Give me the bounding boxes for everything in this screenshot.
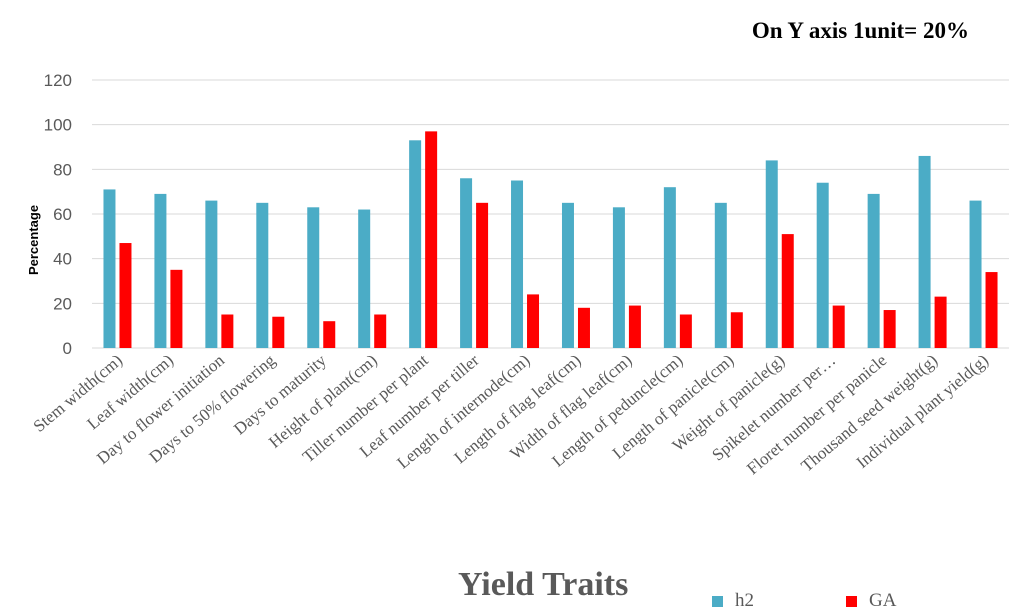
bar-ga-7 xyxy=(476,202,489,348)
bar-h2-15 xyxy=(867,193,880,348)
bar-h2-2 xyxy=(205,200,218,348)
gridlines xyxy=(92,79,1009,349)
legend-label-ga: GA xyxy=(869,590,897,611)
y-tick-label: 80 xyxy=(53,160,72,179)
bar-h2-13 xyxy=(765,160,778,348)
bar-ga-2 xyxy=(221,314,234,348)
y-tick-label: 0 xyxy=(63,339,72,358)
y-axis-label: Percentage xyxy=(26,205,41,275)
bar-h2-12 xyxy=(714,202,727,348)
bar-h2-8 xyxy=(511,180,524,348)
bar-h2-6 xyxy=(409,140,422,348)
bar-ga-13 xyxy=(781,234,794,348)
bar-h2-9 xyxy=(561,202,574,348)
axis-unit-note: On Y axis 1unit= 20% xyxy=(751,18,969,43)
legend-swatch-h2 xyxy=(712,595,723,607)
y-tick-label: 40 xyxy=(53,250,72,269)
bar-ga-3 xyxy=(272,316,285,348)
bar-ga-8 xyxy=(527,294,540,348)
x-tick-label: Leaf width(cm) xyxy=(83,351,177,434)
x-axis-title: Yield Traits xyxy=(458,566,629,603)
bar-ga-9 xyxy=(577,307,590,348)
bar-h2-5 xyxy=(358,209,371,348)
bar-ga-6 xyxy=(425,131,438,348)
bar-ga-10 xyxy=(628,305,641,348)
bar-h2-16 xyxy=(918,155,931,348)
bar-ga-12 xyxy=(730,312,743,348)
legend-item-ga: GA xyxy=(846,590,896,612)
legend-item-h2: h2 xyxy=(712,590,754,612)
bar-ga-14 xyxy=(832,305,845,348)
bar-h2-17 xyxy=(969,200,982,348)
y-tick-label: 120 xyxy=(44,71,72,90)
bar-ga-5 xyxy=(374,314,387,348)
bar-ga-11 xyxy=(679,314,692,348)
bar-h2-4 xyxy=(307,207,320,348)
x-tick-labels: Stem width(cm)Leaf width(cm)Day to flowe… xyxy=(30,350,993,478)
bar-h2-3 xyxy=(256,202,269,348)
y-tick-label: 100 xyxy=(44,116,72,135)
bar-h2-7 xyxy=(460,178,473,348)
bar-ga-1 xyxy=(170,269,183,348)
bar-ga-17 xyxy=(985,272,998,348)
bar-ga-16 xyxy=(934,296,947,348)
y-tick-labels: 0 20 40 60 80 100 120 xyxy=(44,71,72,358)
y-tick-label: 60 xyxy=(53,205,72,224)
bar-h2-0 xyxy=(103,189,116,348)
legend-swatch-ga xyxy=(846,595,857,607)
bar-h2-11 xyxy=(663,187,676,348)
legend-label-h2: h2 xyxy=(735,590,754,611)
bar-h2-1 xyxy=(154,193,167,348)
y-tick-label: 20 xyxy=(53,294,72,313)
bar-ga-15 xyxy=(883,310,896,348)
bar-ga-4 xyxy=(323,321,336,348)
legend: h2 GA xyxy=(712,590,896,612)
x-tick-label: Stem width(cm) xyxy=(30,351,126,436)
bar-h2-10 xyxy=(612,207,625,348)
bar-ga-0 xyxy=(119,243,132,348)
bars xyxy=(103,131,998,348)
bar-h2-14 xyxy=(816,182,829,348)
